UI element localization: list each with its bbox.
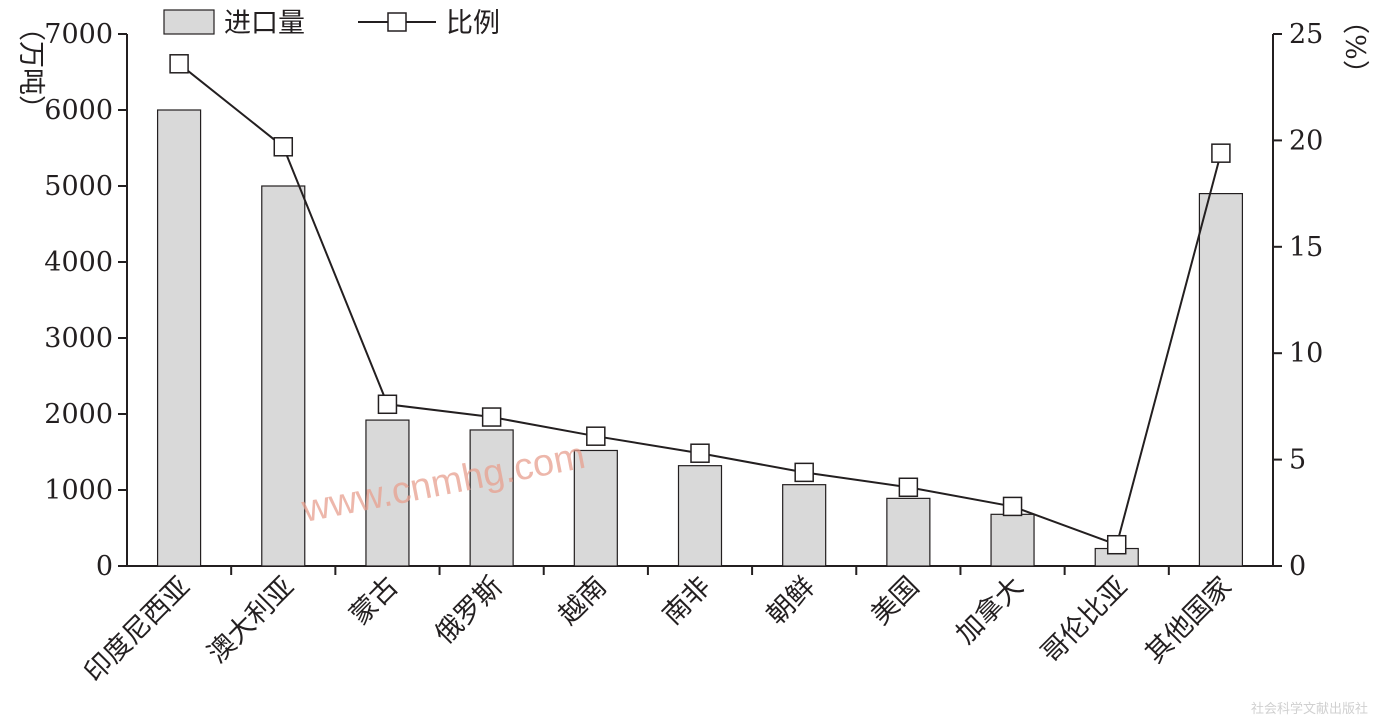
line-series bbox=[169, 54, 1231, 555]
ratio-point bbox=[377, 394, 398, 415]
ratio-point bbox=[586, 426, 606, 446]
ratio-point bbox=[794, 462, 814, 483]
legend-bar-label: 进口量 bbox=[224, 8, 305, 39]
y-tick-label: 7000 bbox=[44, 19, 113, 50]
y2-tick-label: 10 bbox=[1289, 338, 1323, 369]
y-tick-label: 1000 bbox=[44, 475, 113, 506]
ratio-point bbox=[273, 137, 294, 157]
y-tick-label: 6000 bbox=[44, 95, 113, 126]
bar bbox=[886, 497, 931, 567]
y2-tick-label: 15 bbox=[1289, 232, 1323, 263]
bar bbox=[365, 419, 410, 567]
y2-axis-label: （%） bbox=[1339, 7, 1370, 87]
bar bbox=[261, 185, 306, 567]
left-ticks: 0 1000 2000 3000 4000 5000 6000 7000 bbox=[44, 19, 127, 582]
x-category-label: 朝鲜 bbox=[761, 571, 821, 631]
bar bbox=[573, 449, 618, 567]
bar bbox=[677, 465, 723, 567]
y-tick-label: 3000 bbox=[44, 323, 113, 354]
x-category-label: 哥伦比亚 bbox=[1035, 571, 1133, 669]
bar bbox=[156, 109, 202, 567]
ratio-point bbox=[169, 54, 189, 74]
ratio-point bbox=[481, 407, 502, 427]
ratio-point bbox=[690, 443, 710, 463]
ratio-point bbox=[1106, 534, 1127, 555]
y2-tick-label: 20 bbox=[1289, 125, 1323, 156]
legend-line-label: 比例 bbox=[446, 8, 500, 39]
y2-tick-label: 5 bbox=[1289, 445, 1306, 476]
x-category-label: 越南 bbox=[553, 571, 613, 631]
x-category-label: 其他国家 bbox=[1140, 571, 1238, 669]
x-category-label: 蒙古 bbox=[344, 571, 404, 631]
bar bbox=[990, 513, 1035, 567]
right-ticks: 0 5 10 15 20 25 bbox=[1273, 19, 1323, 582]
y-tick-label: 2000 bbox=[44, 399, 113, 430]
y-axis-label: （万吨） bbox=[15, 14, 46, 122]
legend: 进口量 比例 bbox=[163, 8, 500, 39]
y-tick-label: 0 bbox=[96, 551, 113, 582]
y-axis-label-text: （万吨） bbox=[15, 14, 46, 122]
watermark: www.cnmhg.com bbox=[298, 435, 589, 531]
x-category-label: 印度尼西亚 bbox=[79, 571, 196, 688]
x-category-label: 南非 bbox=[657, 571, 717, 631]
y-tick-label: 5000 bbox=[44, 171, 113, 202]
x-category-label: 俄罗斯 bbox=[429, 571, 508, 650]
legend-bar-swatch bbox=[163, 9, 215, 35]
y2-axis-label-text: （%） bbox=[1339, 7, 1370, 87]
y2-tick-label: 25 bbox=[1289, 19, 1323, 50]
x-category-label: 加拿大 bbox=[950, 571, 1029, 650]
x-labels: 印度尼西亚 澳大利亚 蒙古 俄罗斯 越南 南非 朝鲜 美国 加拿大 哥伦比亚 其他国家 bbox=[79, 566, 1238, 688]
ratio-point bbox=[1211, 143, 1231, 163]
bar bbox=[1198, 193, 1244, 567]
bar bbox=[782, 484, 827, 567]
x-category-label: 澳大利亚 bbox=[202, 571, 300, 669]
ratio-point bbox=[1002, 496, 1023, 517]
legend-marker-swatch bbox=[387, 12, 407, 32]
x-category-label: 美国 bbox=[865, 571, 925, 631]
y-tick-label: 4000 bbox=[44, 247, 113, 278]
bars bbox=[156, 109, 1244, 567]
y2-tick-label: 0 bbox=[1289, 551, 1306, 582]
ratio-point bbox=[898, 477, 919, 498]
footer-credit: 社会科学文献出版社 bbox=[1251, 701, 1368, 717]
bar bbox=[469, 429, 514, 567]
